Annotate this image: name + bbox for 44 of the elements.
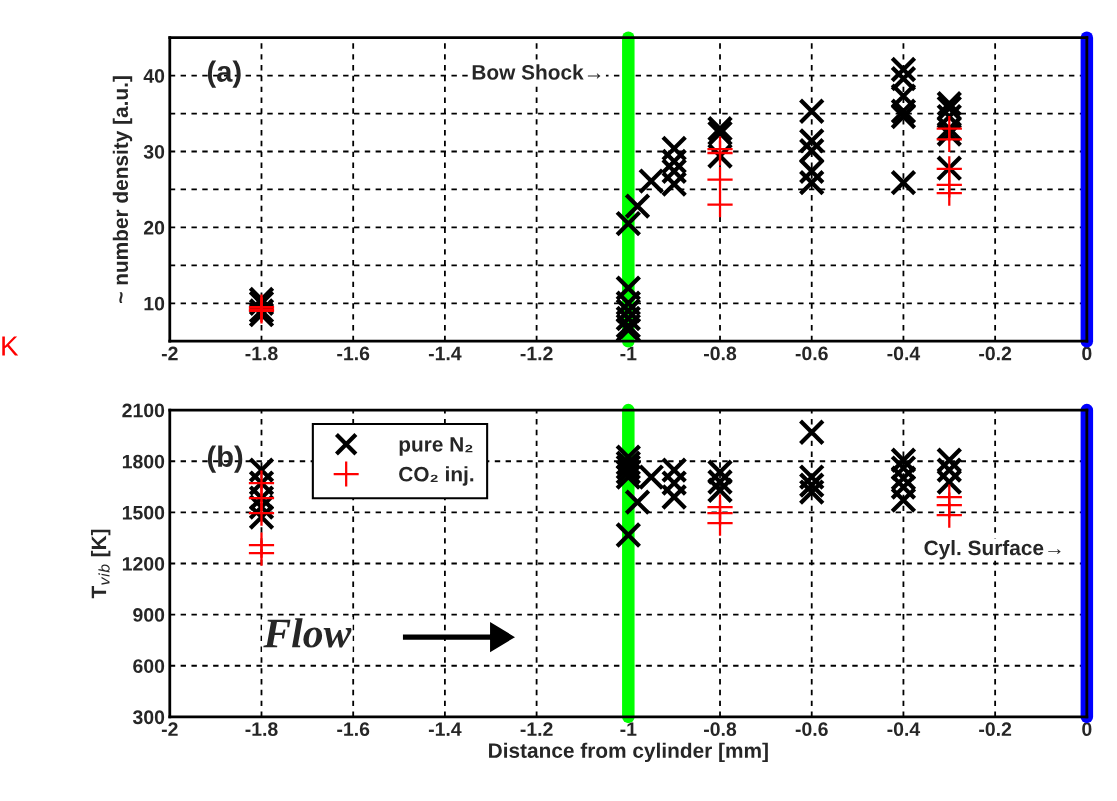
y-axis-title: ~ number density [a.u.] bbox=[112, 76, 133, 303]
y-tick-label: 10 bbox=[144, 296, 165, 311]
x-tick-label: -2 bbox=[161, 346, 178, 361]
x-tick-label: -0.4 bbox=[887, 722, 921, 737]
x-tick-label: -1.4 bbox=[428, 722, 462, 736]
y-tick-label: 40 bbox=[143, 69, 165, 83]
x-tick-label: 0 bbox=[1082, 346, 1092, 361]
y-tick-label: 600 bbox=[133, 659, 165, 673]
x-tick-label: -1.2 bbox=[520, 722, 553, 736]
x-tick-label: -0.8 bbox=[704, 346, 737, 361]
x-tick-label: -0.8 bbox=[704, 722, 737, 737]
y-tick-label: 900 bbox=[133, 608, 165, 622]
annotation: Cyl. Surface→ bbox=[924, 539, 1061, 560]
x-tick-label: -1 bbox=[620, 722, 637, 736]
x-tick-label: -1.6 bbox=[337, 346, 370, 361]
annotation: Bow Shock→ bbox=[472, 64, 601, 80]
y-tick-label: 20 bbox=[143, 220, 165, 235]
x-tick-label: -1.4 bbox=[428, 346, 462, 361]
y-tick-label: 30 bbox=[143, 144, 165, 159]
y-tick-label: 1200 bbox=[122, 556, 165, 571]
legend-label: CO₂ inj. bbox=[399, 466, 474, 486]
x-tick-label: -1.2 bbox=[520, 346, 553, 361]
x-axis-title: Distance from cylinder [mm] bbox=[489, 742, 768, 763]
text: K bbox=[2, 336, 19, 356]
x-tick-label: -0.2 bbox=[979, 346, 1012, 361]
x-tick-label: -1 bbox=[620, 346, 637, 361]
y-tick-label: 1500 bbox=[122, 505, 165, 520]
x-tick-label: -0.2 bbox=[979, 722, 1012, 737]
x-tick-label: -1.8 bbox=[245, 346, 278, 361]
x-tick-label: -0.6 bbox=[795, 346, 828, 361]
x-tick-label: -1.8 bbox=[245, 722, 278, 737]
x-tick-label: -1.6 bbox=[337, 722, 370, 737]
y-tick-label: 2100 bbox=[122, 403, 165, 418]
annotation: Flow bbox=[263, 618, 352, 648]
y-tick-label: 1800 bbox=[122, 454, 165, 469]
x-tick-label: -2 bbox=[161, 722, 178, 736]
x-tick-label: -0.4 bbox=[887, 346, 921, 361]
legend-label: pure N₂ bbox=[399, 437, 473, 456]
y-axis-title: T$_{vib}$ [K] bbox=[90, 529, 111, 599]
x-tick-label: 0 bbox=[1082, 722, 1092, 737]
y-tick-label: 300 bbox=[132, 710, 165, 725]
annotation: (a) bbox=[207, 60, 241, 88]
x-tick-label: -0.6 bbox=[795, 722, 828, 737]
annotation: (b) bbox=[207, 445, 243, 473]
